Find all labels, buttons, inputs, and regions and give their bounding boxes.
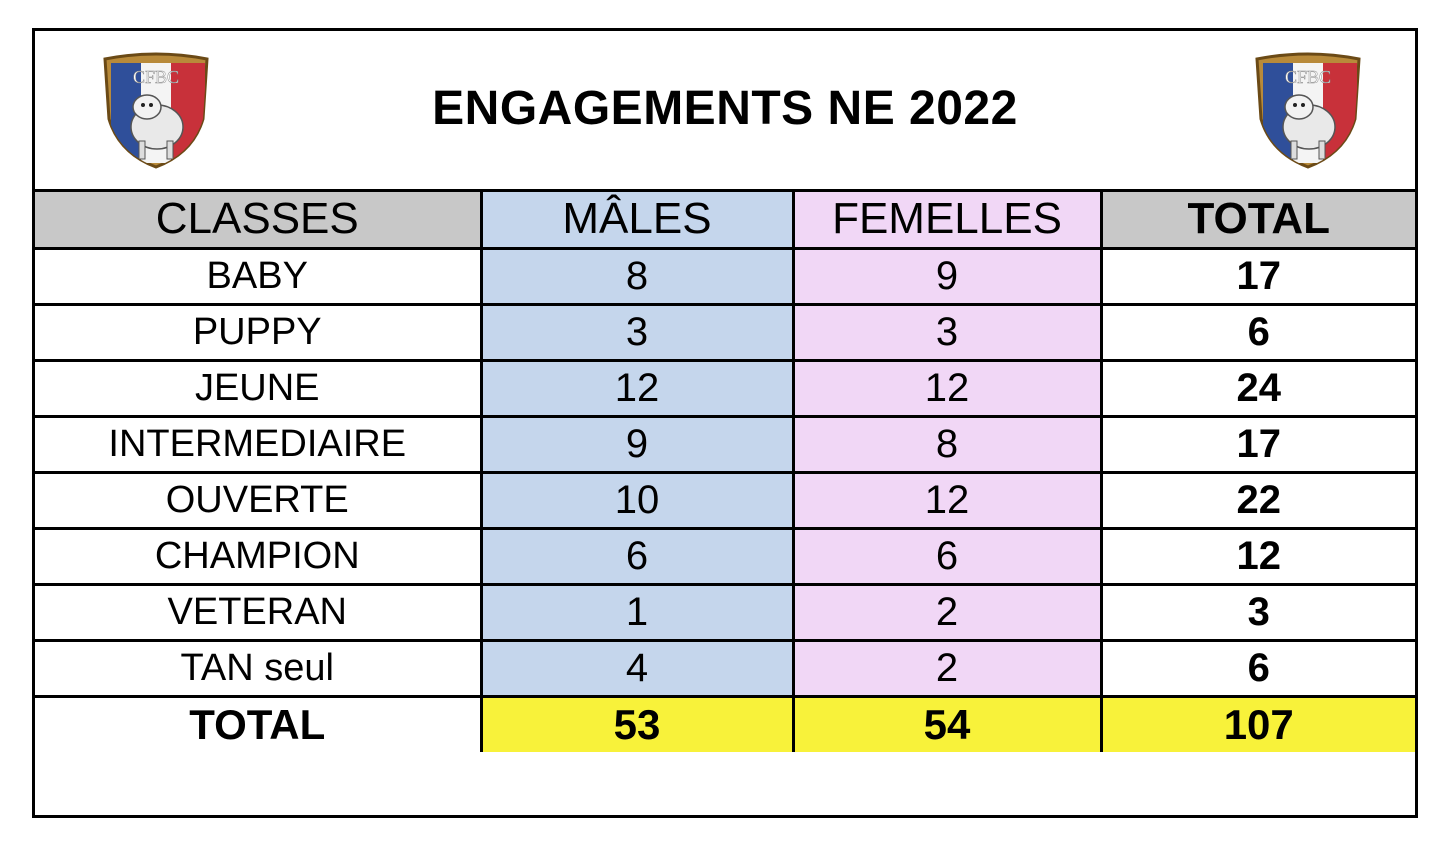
row-males: 10 — [479, 470, 795, 530]
row-males: 12 — [479, 358, 795, 418]
header-total: TOTAL — [1099, 192, 1415, 250]
engagements-sheet: CFBC ENGAGEMENTS NE 2022 — [32, 28, 1418, 818]
row-males: 3 — [479, 302, 795, 362]
svg-text:CFBC: CFBC — [1285, 67, 1331, 87]
totals-total: 107 — [1099, 694, 1415, 752]
row-total: 17 — [1099, 246, 1415, 306]
table-row: VETERAN 1 2 3 — [35, 582, 1415, 642]
row-classe: VETERAN — [35, 582, 483, 642]
table-header-row: CLASSES MÂLES FEMELLES TOTAL — [35, 192, 1415, 250]
row-total: 6 — [1099, 302, 1415, 362]
row-classe: INTERMEDIAIRE — [35, 414, 483, 474]
row-femelles: 8 — [791, 414, 1103, 474]
header-classes: CLASSES — [35, 192, 483, 250]
table-row: OUVERTE 10 12 22 — [35, 470, 1415, 530]
table-row: TAN seul 4 2 6 — [35, 638, 1415, 698]
totals-row: TOTAL 53 54 107 — [35, 694, 1415, 752]
cfbc-logo-right: CFBC — [1249, 49, 1367, 171]
cfbc-logo-left: CFBC — [97, 49, 215, 171]
row-males: 1 — [479, 582, 795, 642]
row-femelles: 2 — [791, 582, 1103, 642]
row-femelles: 12 — [791, 470, 1103, 530]
header-males: MÂLES — [479, 192, 795, 250]
table-row: BABY 8 9 17 — [35, 246, 1415, 306]
row-males: 8 — [479, 246, 795, 306]
row-total: 22 — [1099, 470, 1415, 530]
totals-males: 53 — [479, 694, 795, 752]
row-total: 6 — [1099, 638, 1415, 698]
header-banner: CFBC ENGAGEMENTS NE 2022 — [35, 31, 1415, 192]
row-males: 6 — [479, 526, 795, 586]
row-femelles: 2 — [791, 638, 1103, 698]
row-total: 3 — [1099, 582, 1415, 642]
table-row: INTERMEDIAIRE 9 8 17 — [35, 414, 1415, 474]
row-classe: OUVERTE — [35, 470, 483, 530]
table-row: CHAMPION 6 6 12 — [35, 526, 1415, 586]
row-classe: PUPPY — [35, 302, 483, 362]
row-classe: CHAMPION — [35, 526, 483, 586]
row-total: 12 — [1099, 526, 1415, 586]
row-femelles: 9 — [791, 246, 1103, 306]
row-femelles: 3 — [791, 302, 1103, 362]
row-classe: BABY — [35, 246, 483, 306]
table-row: JEUNE 12 12 24 — [35, 358, 1415, 418]
row-femelles: 6 — [791, 526, 1103, 586]
row-total: 17 — [1099, 414, 1415, 474]
row-femelles: 12 — [791, 358, 1103, 418]
row-classe: TAN seul — [35, 638, 483, 698]
table-row: PUPPY 3 3 6 — [35, 302, 1415, 362]
row-classe: JEUNE — [35, 358, 483, 418]
row-males: 9 — [479, 414, 795, 474]
engagements-table: CLASSES MÂLES FEMELLES TOTAL BABY 8 9 17… — [35, 192, 1415, 752]
row-total: 24 — [1099, 358, 1415, 418]
totals-label: TOTAL — [35, 694, 483, 752]
row-males: 4 — [479, 638, 795, 698]
header-femelles: FEMELLES — [791, 192, 1103, 250]
totals-femelles: 54 — [791, 694, 1103, 752]
svg-text:CFBC: CFBC — [133, 67, 179, 87]
page-title: ENGAGEMENTS NE 2022 — [432, 82, 1018, 135]
